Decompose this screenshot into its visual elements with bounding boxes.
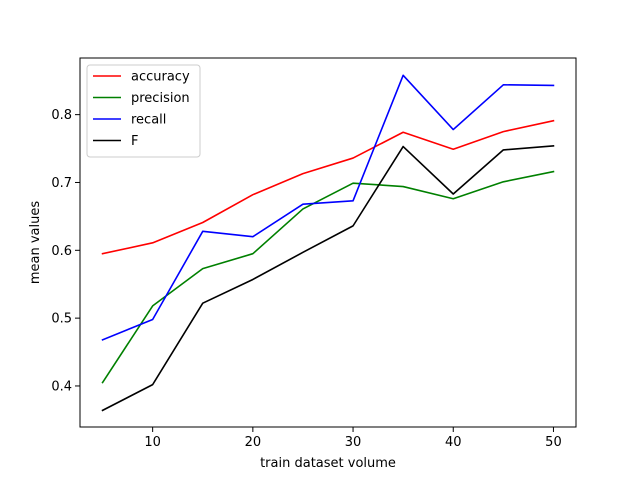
y-tick-label: 0.8 [51, 108, 72, 123]
plot-lines [101, 74, 555, 412]
legend-box [86, 64, 201, 158]
legend: accuracy precision recall F [86, 64, 201, 158]
x-tick-label: 10 [144, 435, 161, 450]
x-tick-label: 50 [545, 435, 562, 450]
legend-label: precision [131, 91, 190, 106]
y-tick-label: 0.7 [51, 176, 72, 191]
y-tick-label: 0.6 [51, 244, 72, 259]
y-axis-ticks: 0.4 0.5 0.6 0.7 0.8 [51, 108, 80, 394]
y-tick-label: 0.4 [51, 379, 72, 394]
plot-frame [79, 57, 577, 428]
series-line-precision [101, 170, 555, 384]
x-tick-label: 30 [345, 435, 362, 450]
y-axis-label: mean values [28, 201, 43, 285]
series-line-f [101, 144, 555, 412]
series-line-accuracy [101, 119, 555, 255]
x-axis-label: train dataset volume [260, 456, 396, 471]
legend-label: accuracy [131, 70, 190, 85]
x-tick-label: 40 [445, 435, 462, 450]
legend-label: recall [131, 113, 166, 128]
y-tick-label: 0.5 [51, 312, 72, 327]
series-line-recall [101, 74, 555, 341]
x-tick-label: 20 [245, 435, 262, 450]
legend-label: F [131, 134, 138, 149]
x-axis-ticks: 10 20 30 40 50 [144, 427, 562, 450]
